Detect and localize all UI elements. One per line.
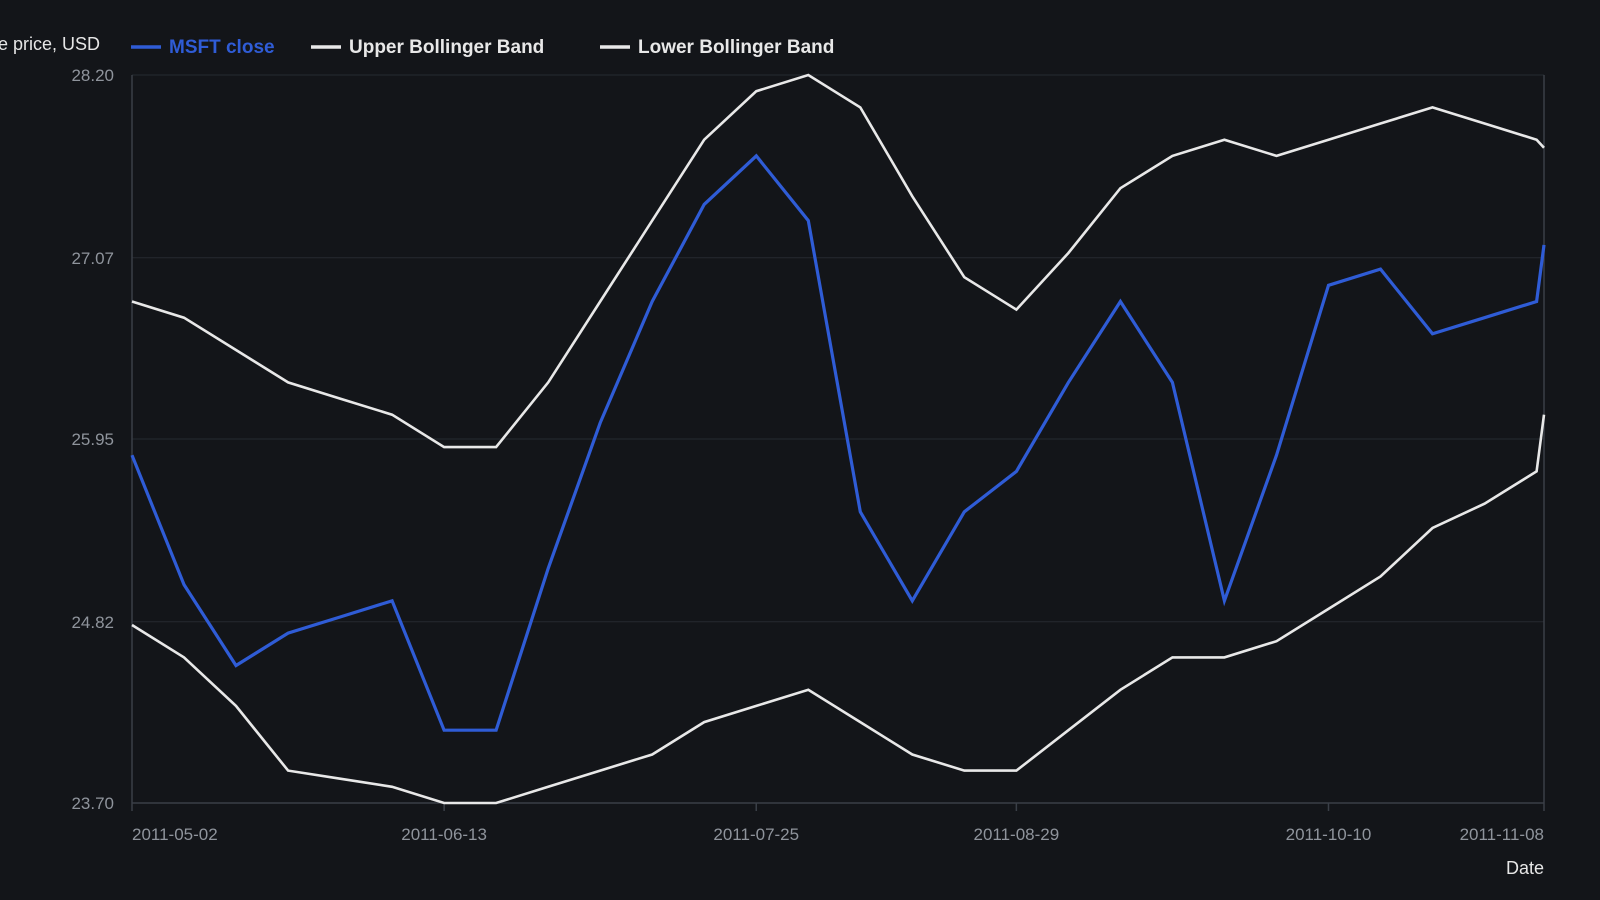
y-tick-label: 23.70 [71,794,114,813]
x-tick-label: 2011-10-10 [1286,825,1372,844]
x-tick-label: 2011-11-08 [1460,825,1544,844]
y-tick-label: 24.82 [71,613,114,632]
y-tick-labels: 23.70 24.82 25.95 27.07 28.20 [71,66,114,813]
x-tick-label: 2011-05-02 [132,825,218,844]
series-line-lower-bollinger-band [131,414,1546,805]
x-axis-title: Date [1506,858,1544,878]
x-tick-label: 2011-08-29 [974,825,1060,844]
legend: MSFT close Upper Bollinger Band Lower Boll… [131,37,834,58]
legend-label: Upper Bollinger Band [349,37,544,58]
x-tick-labels: 2011-05-02 2011-06-13 2011-07-25 2011-08-29… [131,803,1545,844]
series-line-msft-close [130,153,1546,732]
y-tick-label: 27.07 [71,249,114,268]
series [130,73,1546,805]
grid [132,74,1544,623]
x-tick-label: 2011-06-13 [401,825,487,844]
legend-label: Lower Bollinger Band [638,37,834,58]
axes [131,75,1545,804]
x-tick-label: 2011-07-25 [713,825,799,844]
legend-label: MSFT close [169,37,275,58]
y-tick-label: 28.20 [71,66,114,85]
y-tick-label: 25.95 [71,430,114,449]
series-line-upper-bollinger-band [131,73,1545,449]
y-axis-title: Share price, USD [0,34,100,54]
